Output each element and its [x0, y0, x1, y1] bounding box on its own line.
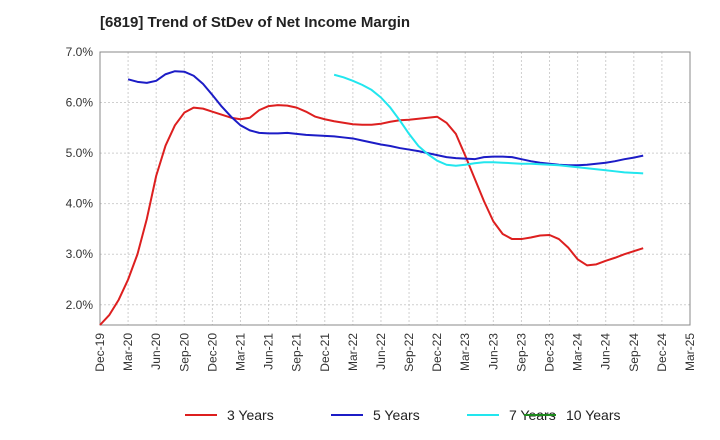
x-tick-label-7: Sep-21 — [290, 333, 304, 372]
series-line-3-years — [99, 104, 644, 326]
x-tick-label-9: Mar-22 — [346, 333, 360, 371]
series-line-5-years — [127, 70, 644, 167]
x-tick-labels: Dec-19 Mar-20 Jun-20 Sep-20 Dec-20 Mar-21 Jun-… — [93, 333, 697, 372]
axes — [99, 51, 691, 326]
x-tick-label-3: Sep-20 — [177, 333, 191, 372]
legend-swatch — [467, 414, 499, 416]
x-tick-label-15: Sep-23 — [514, 333, 528, 372]
x-tick-label-19: Sep-24 — [627, 333, 641, 372]
y-tick-label-5: 7.0% — [66, 45, 94, 59]
x-tick-label-1: Mar-20 — [121, 333, 135, 371]
x-tick-label-5: Mar-21 — [233, 333, 247, 371]
legend-swatch — [331, 414, 363, 416]
y-tick-label-4: 6.0% — [66, 96, 94, 110]
x-tick-label-4: Dec-20 — [205, 333, 219, 372]
x-tick-label-0: Dec-19 — [93, 333, 107, 372]
x-tick-label-18: Jun-24 — [599, 333, 613, 370]
legend-item-10-years: 10 Years — [524, 404, 621, 426]
x-tick-label-17: Mar-24 — [571, 333, 585, 371]
legend-swatch — [524, 414, 556, 416]
plot-frame — [99, 51, 691, 326]
legend-item-3-years: 3 Years — [185, 404, 274, 426]
y-tick-label-2: 4.0% — [66, 197, 94, 211]
x-tick-label-2: Jun-20 — [149, 333, 163, 370]
series-lines — [99, 70, 644, 326]
x-tick-label-20: Dec-24 — [655, 333, 669, 372]
x-tick-label-12: Dec-22 — [430, 333, 444, 372]
legend-label: 10 Years — [566, 407, 621, 423]
y-tick-label-0: 2.0% — [66, 298, 94, 312]
grid-lines — [99, 51, 691, 325]
legend-item-5-years: 5 Years — [331, 404, 420, 426]
x-tick-label-10: Jun-22 — [374, 333, 388, 370]
y-tick-label-1: 3.0% — [66, 247, 94, 261]
x-tick-label-21: Mar-25 — [683, 333, 697, 371]
x-tick-label-6: Jun-21 — [262, 333, 276, 370]
x-tick-label-14: Jun-23 — [486, 333, 500, 370]
legend: 3 Years 5 Years 7 Years 10 Years — [0, 404, 720, 426]
legend-label: 3 Years — [227, 407, 274, 423]
y-tick-labels: 2.0% 3.0% 4.0% 5.0% 6.0% 7.0% — [66, 45, 94, 312]
legend-swatch — [185, 414, 217, 416]
x-tick-label-16: Dec-23 — [543, 333, 557, 372]
x-tick-label-11: Sep-22 — [402, 333, 416, 372]
y-tick-label-3: 5.0% — [66, 146, 94, 160]
legend-label: 5 Years — [373, 407, 420, 423]
series-line-7-years — [333, 73, 644, 175]
x-tick-label-13: Mar-23 — [458, 333, 472, 371]
x-tick-label-8: Dec-21 — [318, 333, 332, 372]
chart-title: [6819] Trend of StDev of Net Income Marg… — [100, 14, 411, 31]
